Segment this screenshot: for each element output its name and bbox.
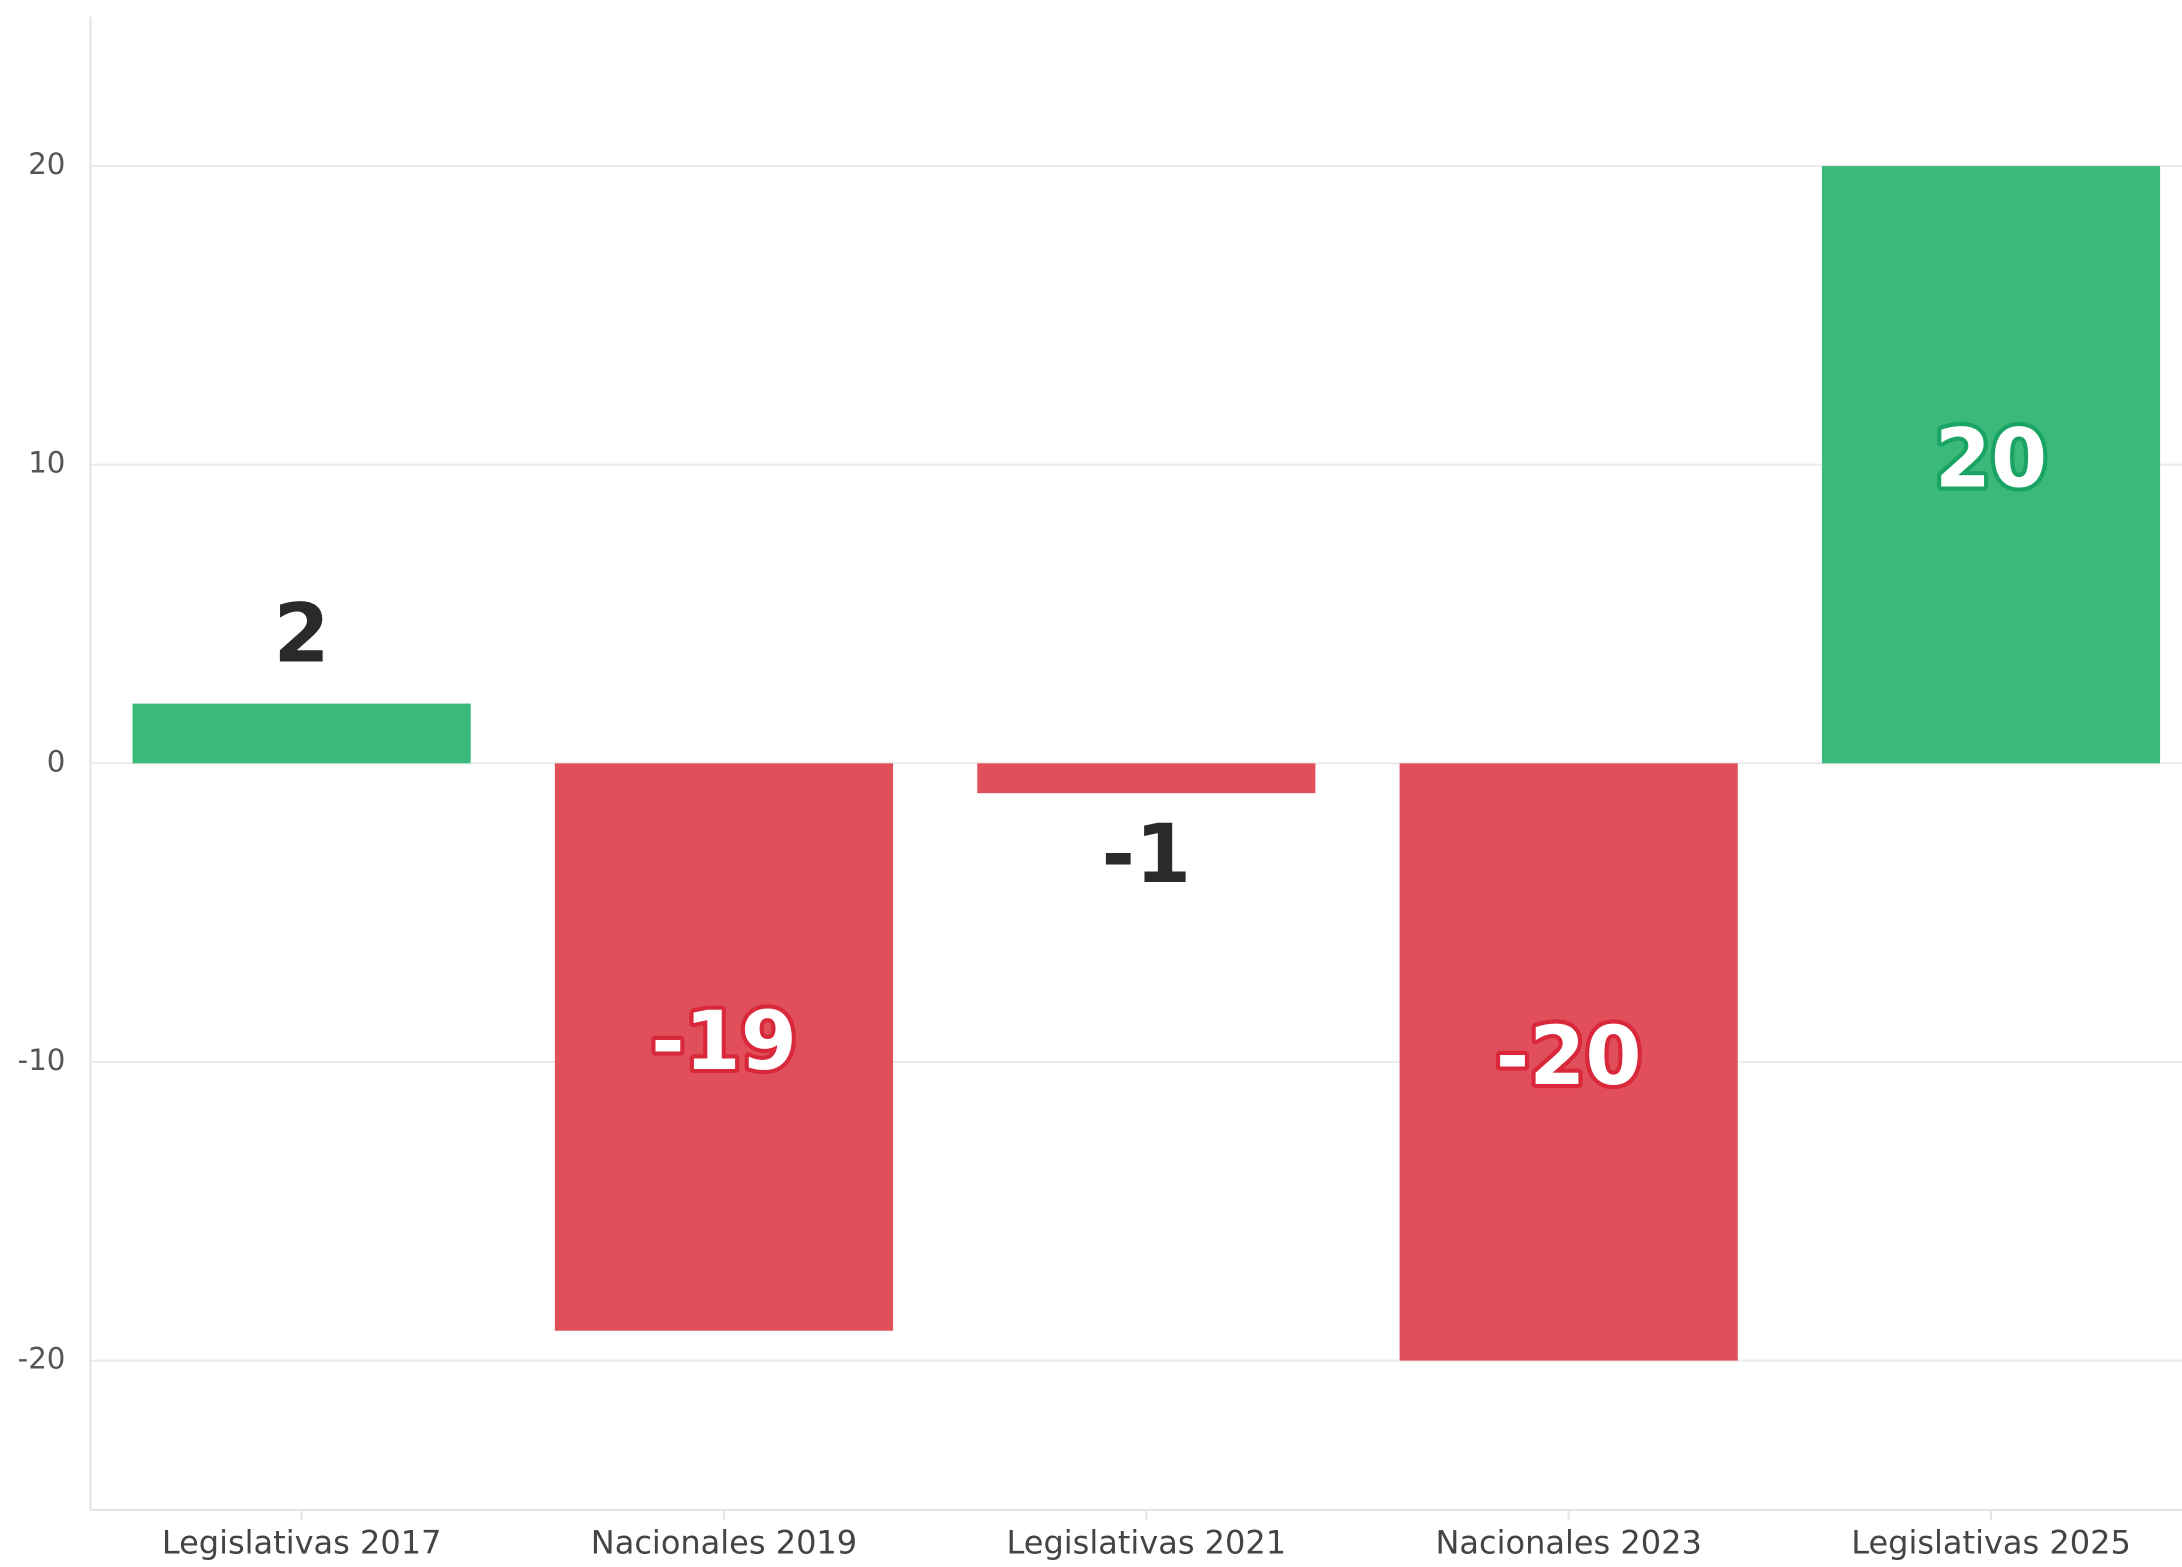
- bars: [132, 166, 2161, 1361]
- x-tick-label: Legislativas 2025: [1851, 1524, 2131, 1562]
- x-tick-label: Legislativas 2021: [1007, 1524, 1287, 1562]
- bar: [1821, 166, 2161, 764]
- value-label: -19: [651, 995, 797, 1089]
- x-tick-label: Nacionales 2019: [591, 1524, 857, 1562]
- y-tick-label: -10: [18, 1043, 66, 1077]
- x-tick-label: Nacionales 2023: [1435, 1524, 1701, 1562]
- bar: [132, 703, 471, 764]
- y-tick-label: 0: [47, 744, 66, 778]
- y-tick-label: 10: [28, 446, 65, 480]
- value-label: -1: [1101, 808, 1191, 902]
- y-tick-label: -20: [18, 1342, 66, 1376]
- bar: [977, 763, 1316, 794]
- bar: [554, 763, 894, 1331]
- value-label: -20: [1496, 1010, 1642, 1104]
- value-label: 20: [1935, 413, 2047, 507]
- bar: [1399, 763, 1738, 1361]
- x-tick-label: Legislativas 2017: [162, 1524, 442, 1562]
- y-tick-label: 20: [28, 147, 65, 181]
- value-label: 2: [274, 588, 330, 682]
- labels: -20 -10 0 10 20 Legislativas 2017 2 Nacionales …: [18, 147, 2131, 1562]
